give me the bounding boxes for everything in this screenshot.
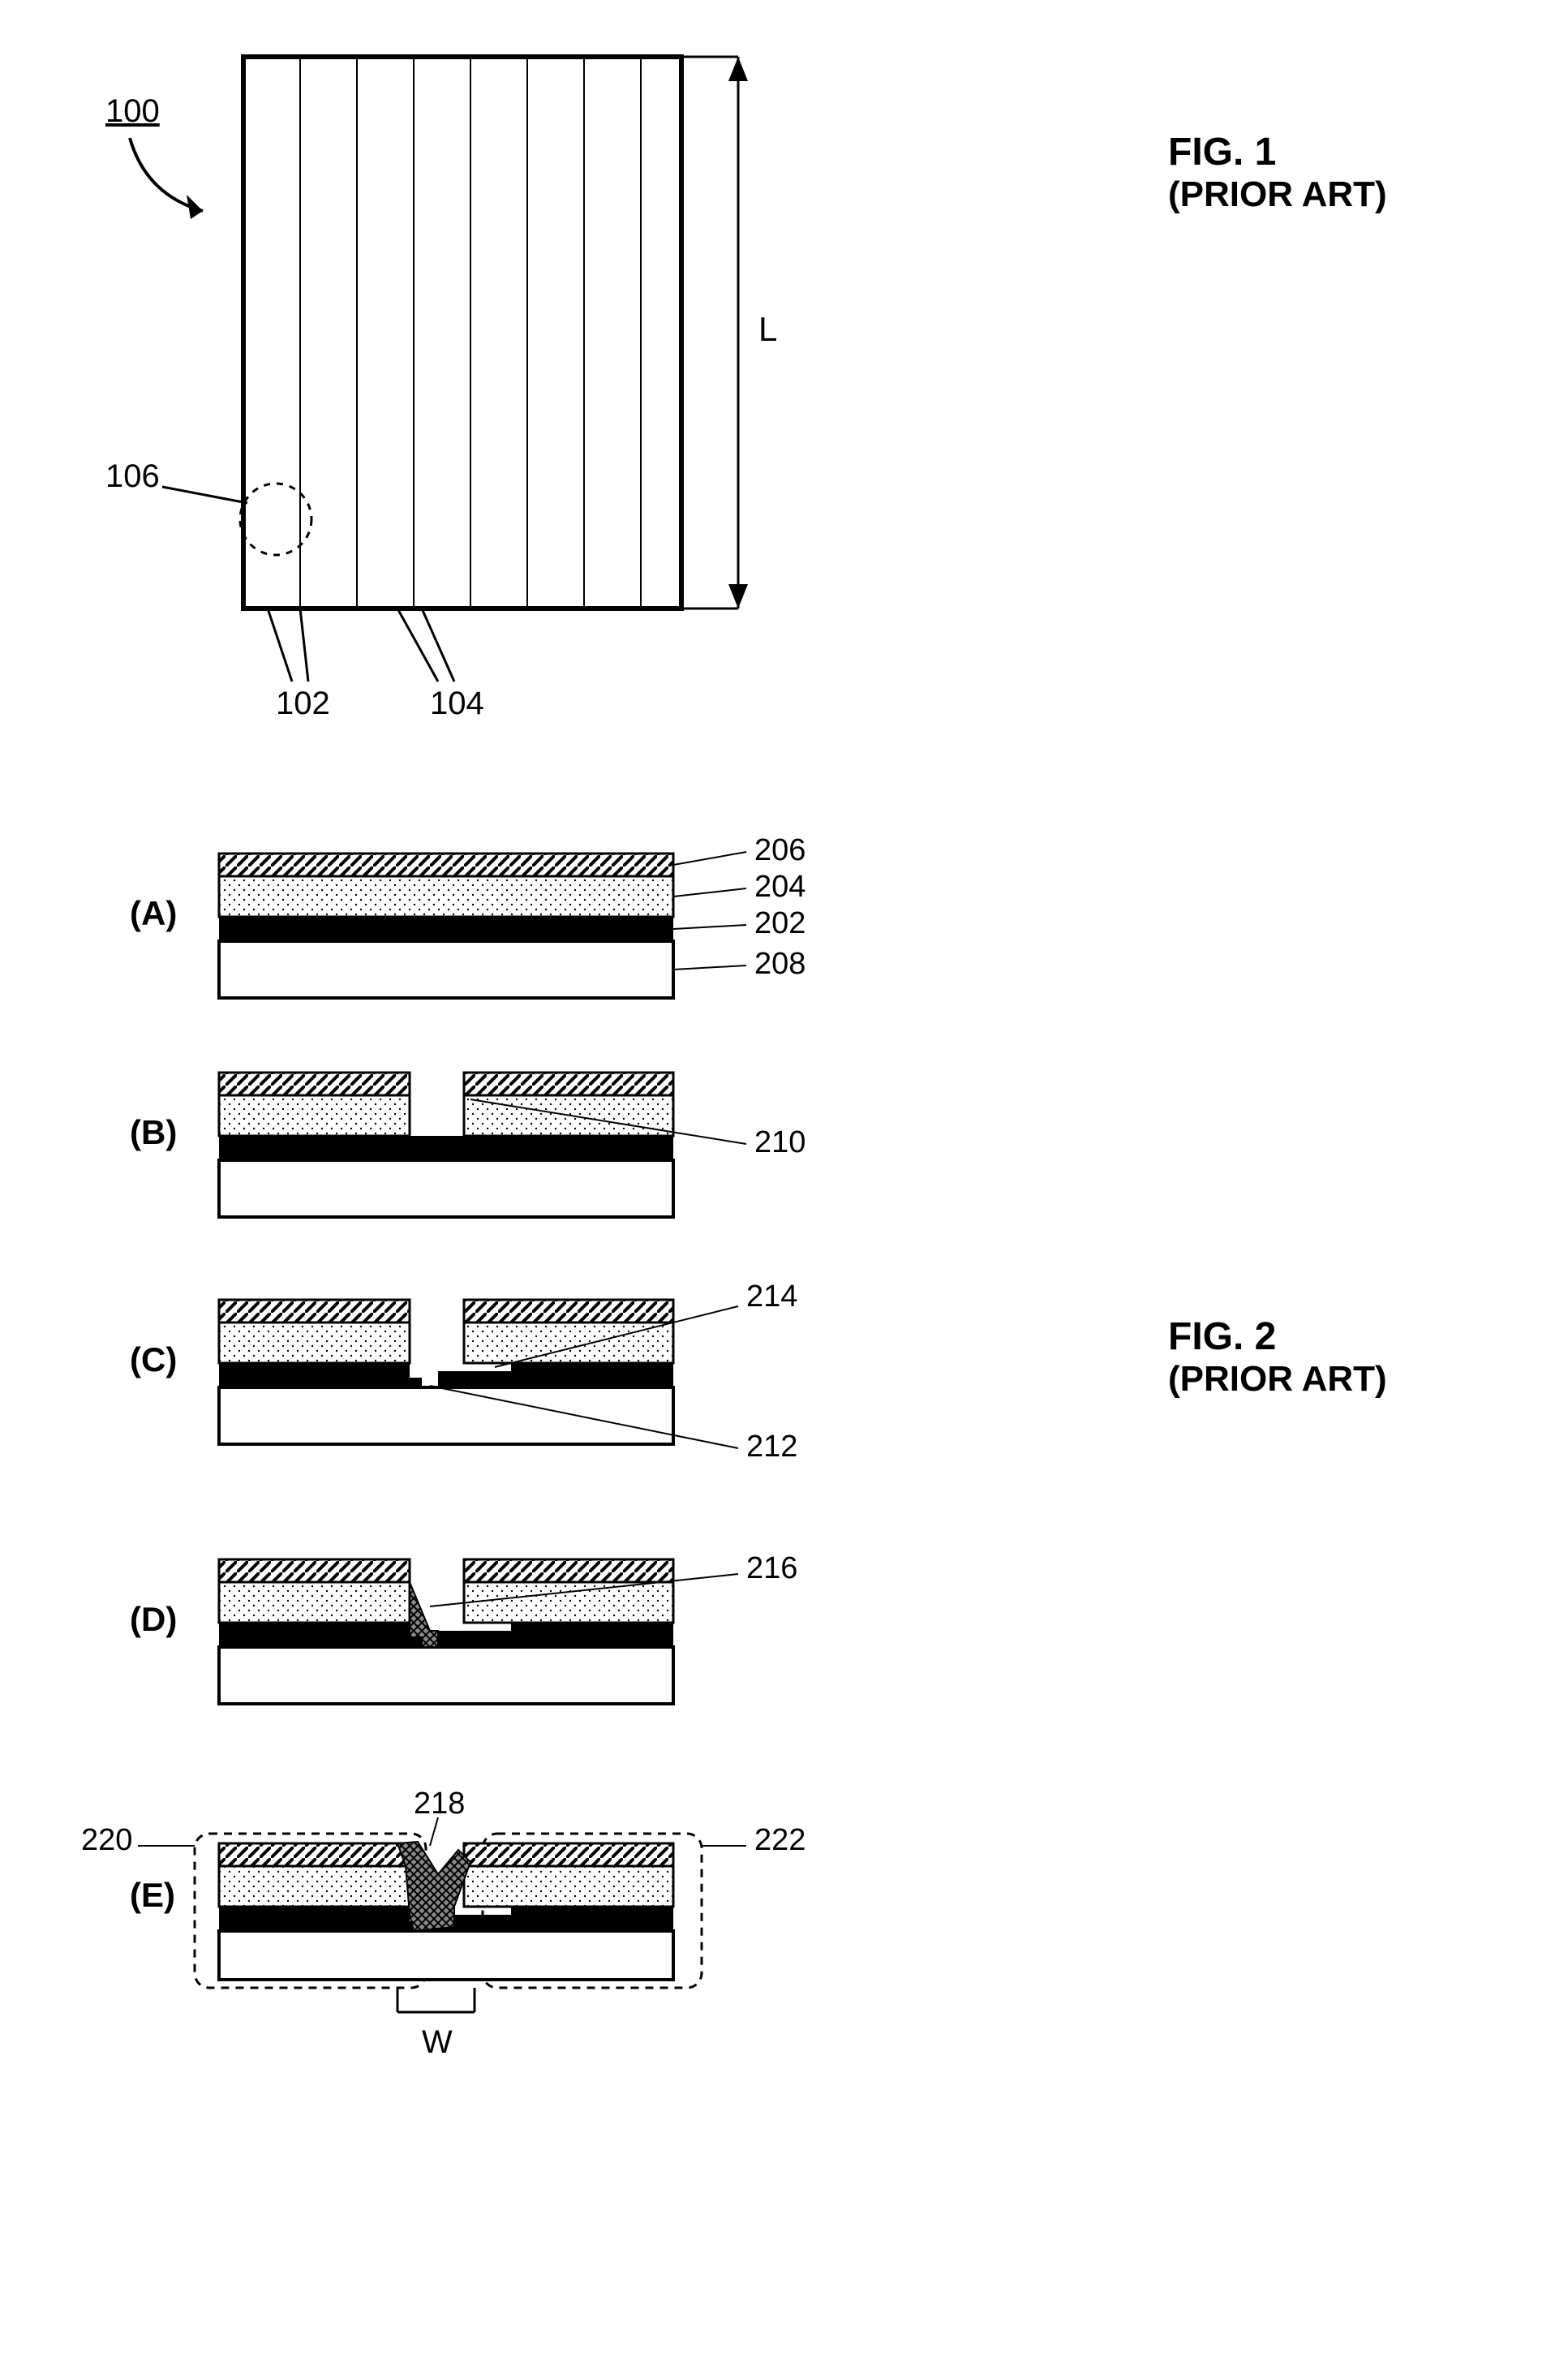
- ref-104: 104: [430, 686, 484, 721]
- figure-1-svg: 100 106 L: [32, 32, 1006, 763]
- d-206-l: [219, 1559, 410, 1582]
- ref-208: 208: [754, 947, 805, 981]
- step-c: (C) 214 212: [130, 1279, 797, 1464]
- ref-206: 206: [754, 833, 805, 867]
- a-206: [219, 854, 673, 876]
- a-substrate: [219, 941, 673, 998]
- fig1-title: FIG. 1: [1168, 130, 1387, 174]
- d-202: [219, 1623, 673, 1647]
- ref-216: 216: [746, 1551, 797, 1585]
- figure-1-row: 100 106 L: [32, 32, 1536, 763]
- step-e: (E) 220 222 218: [81, 1787, 805, 2060]
- fig2-title-block: FIG. 2 (PRIOR ART): [1168, 1314, 1387, 1400]
- step-e-label: (E): [130, 1876, 175, 1914]
- leader-102b: [300, 609, 308, 682]
- ref-202: 202: [754, 906, 805, 940]
- b-206-r: [464, 1073, 673, 1095]
- leader-104a: [397, 609, 438, 682]
- leader-206: [673, 852, 746, 865]
- a-204: [219, 876, 673, 917]
- leader-104b: [422, 609, 454, 682]
- c-206-l: [219, 1300, 410, 1322]
- step-b-label: (B): [130, 1113, 177, 1151]
- a-202: [219, 917, 673, 941]
- step-a: (A) 206 204 202 208: [130, 833, 805, 998]
- d-204-l: [219, 1582, 410, 1623]
- step-c-label: (C): [130, 1340, 177, 1378]
- e-204-r: [464, 1866, 673, 1907]
- b-206-l: [219, 1073, 410, 1095]
- figure-2-svg: (A) 206 204 202 208: [32, 828, 1006, 2207]
- ref-218: 218: [414, 1787, 465, 1821]
- c-206-r: [464, 1300, 673, 1322]
- leader-218: [430, 1817, 438, 1846]
- dim-l-arrow-bot: [728, 584, 748, 609]
- leader-202: [673, 925, 746, 929]
- ref-100: 100: [105, 93, 160, 129]
- fig2-title: FIG. 2: [1168, 1314, 1387, 1359]
- step-b: (B) 210: [130, 1073, 805, 1217]
- step-d-label: (D): [130, 1600, 177, 1638]
- ref-220: 220: [81, 1823, 132, 1857]
- c-substrate: [219, 1387, 673, 1444]
- e-substrate: [219, 1931, 673, 1980]
- arrow-100-head: [187, 195, 203, 219]
- leader-106: [162, 487, 247, 503]
- step-a-label: (A): [130, 894, 177, 932]
- ref-212: 212: [746, 1430, 797, 1464]
- ref-222: 222: [754, 1823, 805, 1857]
- c-204-r: [464, 1322, 673, 1363]
- fig1-subtitle: (PRIOR ART): [1168, 174, 1387, 215]
- ref-106: 106: [105, 458, 160, 494]
- fig1-title-block: FIG. 1 (PRIOR ART): [1168, 130, 1387, 215]
- figure-container: 100 106 L: [32, 32, 1536, 2207]
- d-216: [410, 1582, 438, 1647]
- c-202: [219, 1363, 673, 1387]
- b-substrate: [219, 1160, 673, 1217]
- fig1-panel-outline: [243, 57, 681, 609]
- d-206-r: [464, 1559, 673, 1582]
- figure-2-row: (A) 206 204 202 208: [32, 828, 1536, 2207]
- ref-102: 102: [276, 686, 330, 721]
- dim-w-label: W: [422, 2024, 453, 2060]
- c-204-l: [219, 1322, 410, 1363]
- fig2-subtitle: (PRIOR ART): [1168, 1359, 1387, 1400]
- d-substrate: [219, 1647, 673, 1704]
- ref-204: 204: [754, 870, 805, 904]
- dim-l-arrow-top: [728, 57, 748, 81]
- e-206-l: [219, 1843, 410, 1866]
- ref-214: 214: [746, 1279, 797, 1314]
- leader-102a: [268, 609, 292, 682]
- b-202: [219, 1136, 673, 1160]
- e-204-l: [219, 1866, 410, 1907]
- e-206-r: [464, 1843, 673, 1866]
- leader-204: [673, 888, 746, 897]
- dim-l-label: L: [758, 310, 777, 348]
- b-204-l: [219, 1095, 410, 1136]
- ref-210: 210: [754, 1125, 805, 1159]
- d-204-r: [464, 1582, 673, 1623]
- leader-208: [673, 965, 746, 970]
- step-d: (D) 216: [130, 1551, 797, 1704]
